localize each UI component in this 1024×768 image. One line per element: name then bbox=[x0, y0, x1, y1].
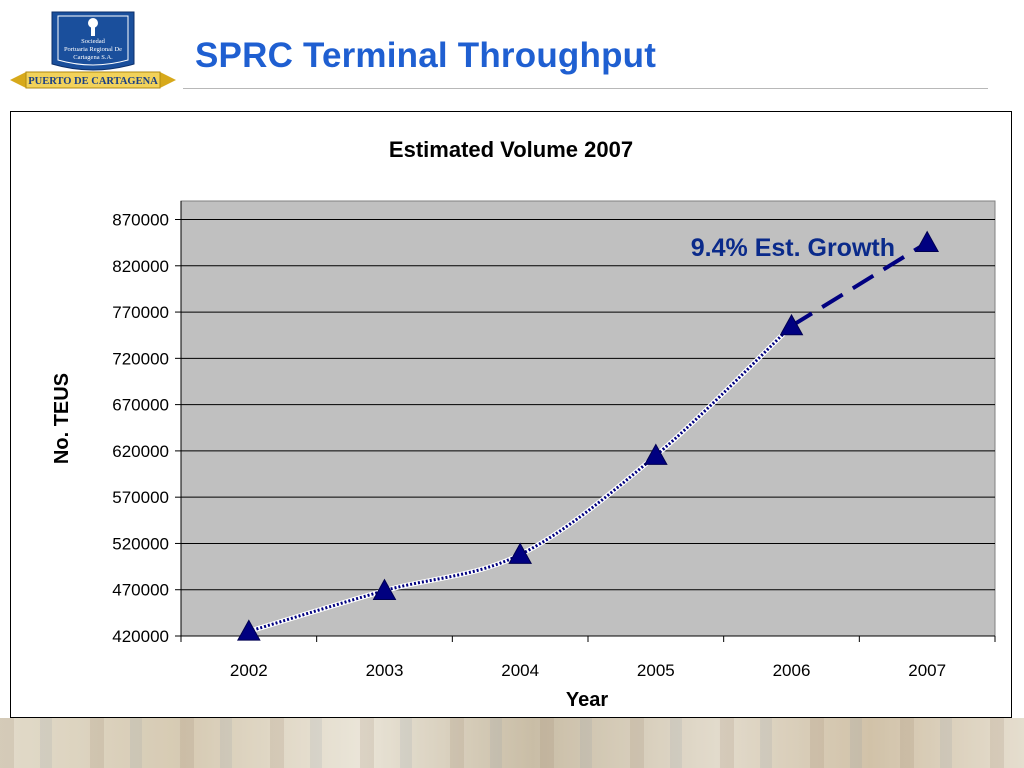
y-tick-label: 870000 bbox=[112, 211, 169, 230]
title-divider bbox=[183, 88, 988, 89]
y-tick-label: 770000 bbox=[112, 303, 169, 322]
background-photo-strip bbox=[0, 718, 1024, 768]
y-tick-label: 470000 bbox=[112, 581, 169, 600]
data-point-marker bbox=[915, 230, 940, 252]
line-chart: 420000 470000 520000 570000 620000 670000 7200… bbox=[51, 137, 996, 711]
data-point-marker bbox=[508, 542, 533, 564]
x-tick-label: 2004 bbox=[501, 661, 539, 680]
x-tick-label: 2005 bbox=[637, 661, 675, 680]
x-tick-label: 2003 bbox=[366, 661, 404, 680]
estimate-line bbox=[790, 240, 929, 328]
x-tick-label: 2006 bbox=[773, 661, 811, 680]
y-tick-label: 620000 bbox=[112, 442, 169, 461]
logo-text-line3: Cartagena S.A. bbox=[73, 54, 113, 61]
slide-title: SPRC Terminal Throughput bbox=[195, 36, 657, 75]
chart-title: Estimated Volume 2007 bbox=[389, 137, 633, 162]
data-point-marker bbox=[779, 313, 804, 336]
company-logo: Sociedad Portuaria Regional De Cartagena… bbox=[8, 6, 178, 94]
y-tick-label: 420000 bbox=[112, 627, 169, 646]
y-tick-label: 520000 bbox=[112, 534, 169, 553]
data-point-marker bbox=[372, 578, 397, 600]
data-point-marker bbox=[643, 443, 668, 465]
plot-area bbox=[180, 200, 996, 637]
data-point-marker bbox=[236, 619, 261, 641]
y-tick-label: 570000 bbox=[112, 488, 169, 507]
x-axis-title: Year bbox=[566, 689, 608, 711]
y-tick-label: 720000 bbox=[112, 349, 169, 368]
logo-text-line1: Sociedad bbox=[81, 38, 106, 45]
y-tick-label: 820000 bbox=[112, 257, 169, 276]
logo-text-line2: Portuaria Regional De bbox=[64, 46, 122, 53]
logo-banner-text: PUERTO DE CARTAGENA bbox=[28, 76, 158, 87]
x-tick-label: 2007 bbox=[908, 661, 946, 680]
chart-frame: 420000 470000 520000 570000 620000 670000 7200… bbox=[10, 111, 1012, 718]
x-tick-label: 2002 bbox=[230, 661, 268, 680]
y-tick-label: 670000 bbox=[112, 396, 169, 415]
y-axis-title: No. TEUS bbox=[51, 373, 73, 464]
growth-annotation: 9.4% Est. Growth bbox=[691, 234, 895, 262]
series-line bbox=[248, 324, 793, 633]
